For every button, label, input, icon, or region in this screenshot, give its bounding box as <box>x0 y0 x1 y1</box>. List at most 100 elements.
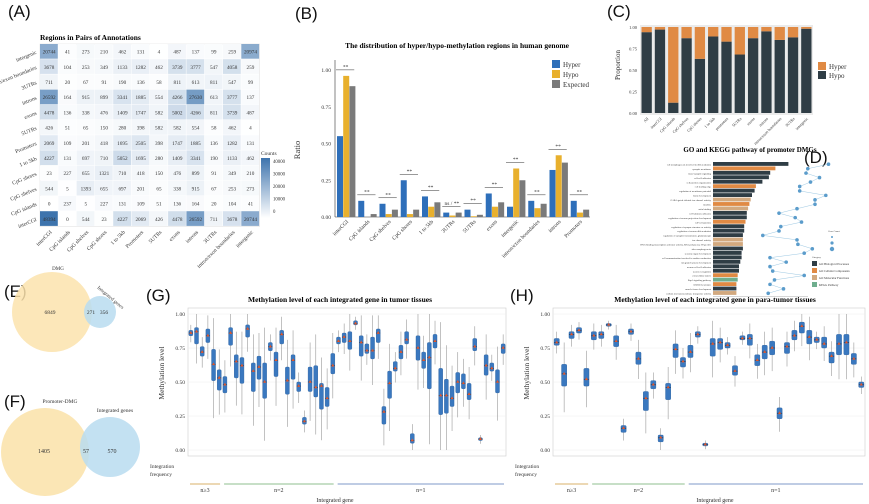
significance-label: ** <box>492 182 498 188</box>
significance-label: ** <box>364 189 370 195</box>
heatmap-cell <box>58 180 77 196</box>
heatmap-cell-label: 582 <box>155 110 163 116</box>
gene-count-dot <box>784 260 788 264</box>
box-plot-para-tumor: Methylation level of each integrated gen… <box>515 295 866 504</box>
gene-count-dot <box>795 238 799 242</box>
heatmap-cell-label: 137 <box>247 95 255 101</box>
mean-marker <box>577 328 581 332</box>
box <box>843 334 850 356</box>
heatmap-cell-label: 338 <box>82 110 90 116</box>
heatmap-cell-label: 164 <box>64 95 72 101</box>
mean-marker <box>592 333 596 337</box>
box <box>404 331 409 345</box>
heatmap-cell-label: 273 <box>82 50 90 56</box>
mean-marker <box>815 337 819 341</box>
stacked-bar-segment <box>774 39 785 113</box>
stacked-bar-segment <box>708 36 719 113</box>
heatmap-cell-label: 4478 <box>172 217 183 223</box>
heatmap-cell <box>241 89 260 105</box>
box <box>438 368 443 415</box>
gene-count-dot <box>813 198 817 202</box>
pathway-label: sensory organ development <box>685 252 712 255</box>
y-tick-label: 0.00 <box>321 215 331 221</box>
legend-swatch <box>812 261 817 266</box>
heatmap-cell <box>186 180 205 196</box>
pathway-label: DNA-binding transcription activator acti… <box>640 244 711 247</box>
mean-marker <box>450 396 454 400</box>
mean-marker <box>223 382 227 386</box>
mean-marker <box>405 337 409 341</box>
x-tick-label: exons <box>485 219 498 232</box>
row-tick-label: 3UTRs <box>21 80 38 92</box>
heatmap-cell <box>94 89 113 105</box>
heatmap-cell-label: 2069 <box>44 141 55 147</box>
heatmap-cell <box>149 196 168 211</box>
heatmap-cell <box>40 44 58 59</box>
heatmap-cell-label: 915 <box>82 95 90 101</box>
venn-set-label: Integrated genes <box>97 408 133 414</box>
mean-marker <box>370 348 375 352</box>
bar <box>455 212 462 217</box>
mean-marker <box>733 369 737 372</box>
heatmap-cell <box>168 180 186 196</box>
stacked-bar-segment <box>694 27 706 59</box>
mean-marker <box>829 354 834 357</box>
heatmap-cell <box>241 120 260 135</box>
chart-title: The distribution of hyper/hypo-methylati… <box>345 41 570 50</box>
heatmap-cell <box>204 59 223 74</box>
heatmap-cell-label: 20974 <box>244 50 257 56</box>
heatmap-cell-label: 150 <box>100 126 108 132</box>
gene-count-dot <box>793 215 797 220</box>
pathway-bar <box>713 206 749 211</box>
heatmap-cell-label: 136 <box>137 80 145 86</box>
significance-label: ** <box>470 198 476 204</box>
y-axis-label: Proportion <box>614 50 622 80</box>
mean-marker <box>342 335 346 338</box>
bar <box>406 214 413 217</box>
y-tick-label: 1.00 <box>629 25 638 30</box>
pathway-label: trans-synaptic signaling <box>688 172 712 175</box>
box <box>717 338 723 350</box>
heatmap-cell <box>204 104 223 120</box>
heatmap-cell-label: 104 <box>64 65 72 71</box>
box <box>393 361 398 372</box>
heatmap-cell <box>241 135 260 150</box>
heatmap-cell <box>149 44 168 59</box>
mean-marker <box>501 346 505 349</box>
heatmap-cell-label: 544 <box>82 217 90 223</box>
heatmap-cell-label: 915 <box>192 186 200 192</box>
heatmap-cell-label: 582 <box>173 126 181 132</box>
pathway-label: inhibitory synapse <box>693 284 711 287</box>
heatmap-cell-label: 253 <box>82 65 90 71</box>
legend-label: Hypo <box>829 72 845 80</box>
mean-marker <box>599 332 603 336</box>
heatmap-cell <box>168 104 186 120</box>
group-label: n=2 <box>274 488 283 494</box>
pathway-bar <box>713 215 747 220</box>
mean-marker <box>584 377 589 381</box>
legend-label: GO Molecular Functions <box>819 276 850 280</box>
box <box>234 354 239 379</box>
mean-marker <box>822 341 826 345</box>
row-label: frequency <box>150 471 172 478</box>
heatmap-cell-label: 697 <box>82 156 90 162</box>
heatmap-cell-label: 487 <box>173 50 181 56</box>
heatmap-cell-label: 58 <box>211 126 217 132</box>
heatmap-cell-label: 655 <box>100 186 108 192</box>
heatmap-cell <box>149 74 168 90</box>
venn-diagram-dmg: DMG Integrated genes 6849 271 356 <box>12 267 124 352</box>
grouped-bar-chart: The distribution of hyper/hypo-methylati… <box>292 41 590 259</box>
panel-label-g: (G) <box>146 286 171 305</box>
pathway-label: cell-cell junction <box>695 221 712 224</box>
panel-label-f: (F) <box>4 392 26 411</box>
heatmap-cell-label: 710 <box>100 156 108 162</box>
heatmap-cell <box>149 165 168 181</box>
heatmap-chart: Regions in Pairs of Annotations 20744 41 2… <box>0 33 286 270</box>
mean-marker <box>365 348 369 352</box>
size-legend-dot <box>830 241 834 245</box>
mean-marker <box>478 437 483 440</box>
gene-count-dot <box>768 282 772 287</box>
heatmap-cell <box>94 44 113 59</box>
heatmap-cell-label: 3739 <box>172 65 183 71</box>
pathway-bar <box>713 273 738 278</box>
